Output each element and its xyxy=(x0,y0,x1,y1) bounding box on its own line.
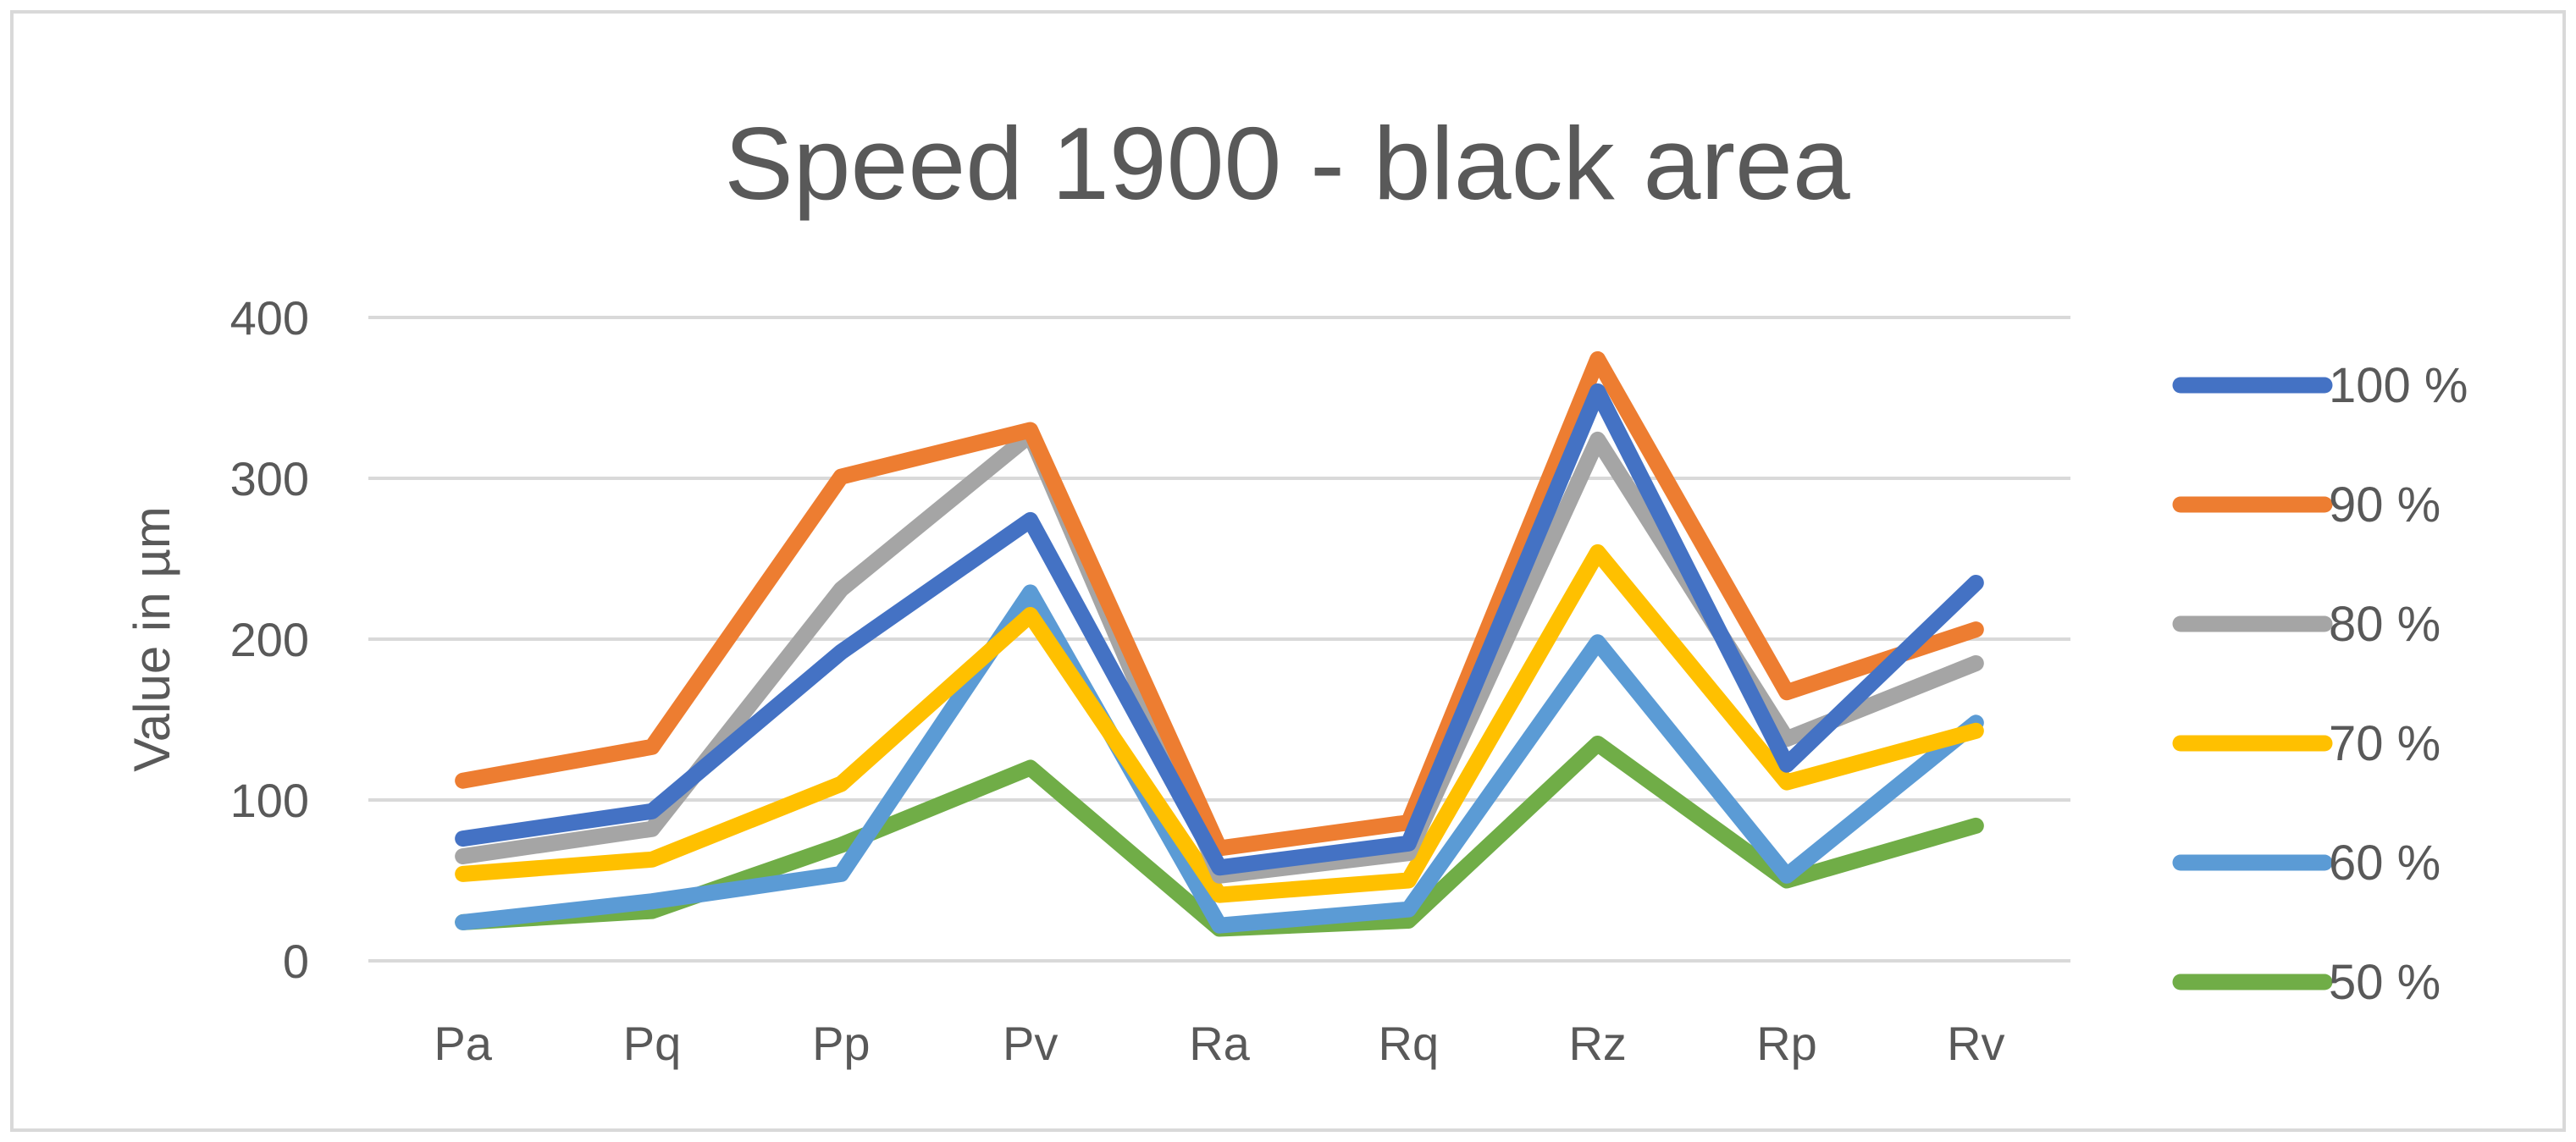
legend-label: 90 % xyxy=(2329,477,2441,532)
series-line-60 xyxy=(455,584,1984,934)
x-tick-labels: Pa Pq Pp Pv Ra Rq Rz Rp Rv xyxy=(434,1017,2004,1070)
y-tick-label: 400 xyxy=(230,291,309,345)
series-line-70 xyxy=(455,543,1984,903)
x-tick-label: Rp xyxy=(1756,1017,1817,1070)
legend-label: 60 % xyxy=(2329,836,2441,891)
y-axis-label: Value in µm xyxy=(124,506,180,772)
series-line-100 xyxy=(455,383,1984,876)
y-tick-label: 0 xyxy=(283,935,309,988)
x-tick-label: Pv xyxy=(1003,1017,1058,1070)
y-tick-label: 300 xyxy=(230,452,309,505)
chart-border xyxy=(10,10,2566,1132)
gridlines xyxy=(368,316,2070,963)
series-lines xyxy=(455,350,1984,937)
legend-label: 50 % xyxy=(2329,955,2441,1010)
x-tick-label: Pp xyxy=(812,1017,871,1070)
chart-title: Speed 1900 - black area xyxy=(724,106,1850,221)
legend-label: 70 % xyxy=(2329,716,2441,771)
legend: 100 % 90 % 80 % 70 % 60 % 50 % xyxy=(2172,358,2468,1010)
legend-label: 80 % xyxy=(2329,597,2441,652)
series-line-90 xyxy=(455,350,1984,857)
x-tick-label: Pa xyxy=(434,1017,492,1070)
x-tick-label: Rz xyxy=(1568,1017,1626,1070)
legend-label: 100 % xyxy=(2329,358,2468,413)
x-tick-label: Rq xyxy=(1379,1017,1440,1070)
y-tick-label: 200 xyxy=(230,613,309,666)
y-tick-label: 100 xyxy=(230,774,309,827)
x-tick-label: Rv xyxy=(1947,1017,2004,1070)
y-tick-labels: 0 100 200 300 400 xyxy=(230,291,309,988)
x-tick-label: Pq xyxy=(623,1017,682,1070)
x-tick-label: Ra xyxy=(1189,1017,1250,1070)
